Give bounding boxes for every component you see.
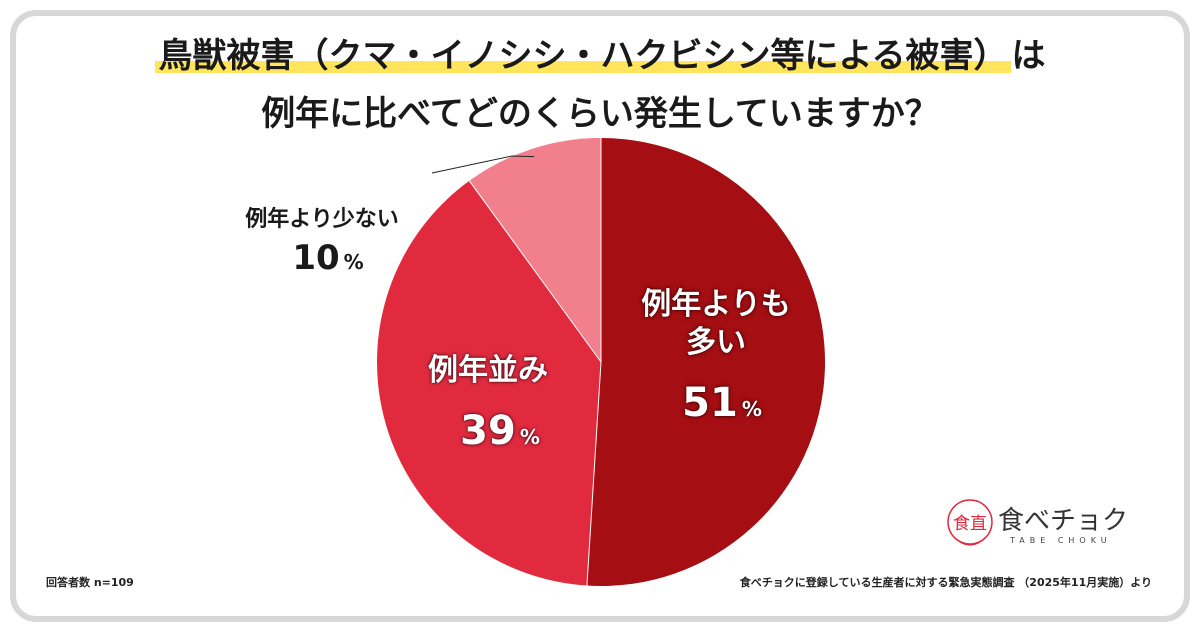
title-tail: は [1011, 36, 1046, 76]
slice-label-more-line2: 多い [686, 325, 746, 360]
slice-label-less: 例年より少ない [245, 207, 399, 232]
pct-sign-more: % [741, 397, 762, 421]
logo-text: 食べチョク [998, 506, 1129, 536]
source-note: 食べチョクに登録している生産者に対する緊急実態調査 （2025年11月実施）より [739, 576, 1152, 589]
slice-value-less: 10 [292, 238, 340, 278]
slice-pct-more: 51% [682, 380, 762, 426]
slice-label-more-line1: 例年よりも [641, 287, 791, 322]
slice-value-more: 51 [682, 380, 738, 426]
logo-subtext: TABE CHOKU [1010, 536, 1112, 545]
logo-mark-icon: 食直 [947, 499, 993, 546]
slice-label-more: 例年よりも 多い [641, 286, 790, 362]
leader-line-less [431, 155, 535, 174]
pct-sign-same: % [519, 425, 540, 449]
slice-value-same: 39 [460, 408, 516, 454]
slice-pct-same: 39% [460, 408, 540, 454]
brand-logo: 食直 食べチョク TABE CHOKU [946, 496, 1146, 552]
slice-separator [468, 180, 602, 363]
logo-mark-text: 食直 [953, 514, 987, 534]
chart-title-line2: 例年に比べてどのくらい発生していますか？ [261, 94, 939, 134]
slice-pct-less: 10% [292, 238, 363, 278]
slice-label-same: 例年並み [428, 353, 548, 388]
chart-title-line1: 鳥獣被害（クマ・イノシシ・ハクビシン等による被害）は [0, 28, 1200, 77]
pie-slice-same [377, 180, 601, 586]
pie-slice-less [469, 138, 601, 362]
slice-separator [586, 361, 602, 586]
sample-size: 回答者数 n=109 [46, 576, 134, 589]
title-highlight: 鳥獣被害（クマ・イノシシ・ハクビシン等による被害） [154, 36, 1012, 76]
pie-slice-more [586, 138, 825, 586]
pct-sign-less: % [343, 250, 364, 274]
